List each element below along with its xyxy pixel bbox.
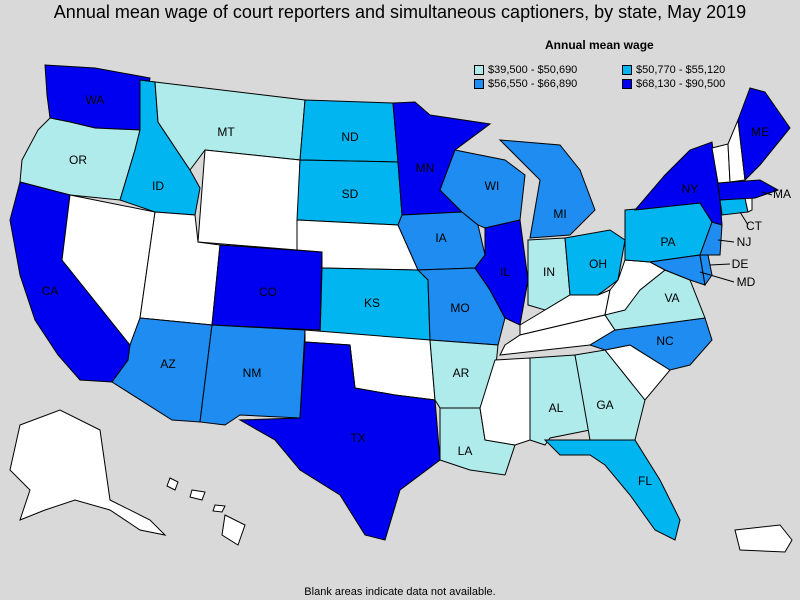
label-MI: MI xyxy=(553,207,566,221)
state-PA[interactable] xyxy=(624,202,713,263)
label-FL: FL xyxy=(638,474,652,488)
leader-line-MD xyxy=(699,271,735,283)
label-AL: AL xyxy=(549,401,564,415)
state-CT[interactable] xyxy=(719,197,749,216)
label-ME: ME xyxy=(751,125,769,139)
label-MA: MA xyxy=(773,187,791,201)
label-MO: MO xyxy=(450,301,469,315)
legend-label: $39,500 - $50,690 xyxy=(488,64,578,76)
label-GA: GA xyxy=(596,398,613,412)
state-WY[interactable] xyxy=(197,149,301,251)
legend-swatch xyxy=(622,79,632,89)
label-IA: IA xyxy=(435,231,446,245)
leader-line-MA xyxy=(761,191,773,196)
label-TX: TX xyxy=(350,431,365,445)
state-PR[interactable] xyxy=(734,524,793,553)
label-DE: DE xyxy=(732,257,749,271)
label-MT: MT xyxy=(217,125,235,139)
label-AR: AR xyxy=(453,366,470,380)
leader-line-NJ xyxy=(717,239,735,243)
state-MI[interactable] xyxy=(498,139,596,239)
label-NM: NM xyxy=(243,366,262,380)
label-AZ: AZ xyxy=(160,357,175,371)
label-NJ: NJ xyxy=(737,235,752,249)
state-MA[interactable] xyxy=(717,179,780,201)
label-CO: CO xyxy=(259,285,277,299)
label-KS: KS xyxy=(364,296,380,310)
state-FL[interactable] xyxy=(543,439,681,541)
label-PA: PA xyxy=(660,235,675,249)
state-TX[interactable] xyxy=(238,341,441,541)
legend-item: $50,770 - $55,120 xyxy=(622,64,725,76)
leader-line-DE xyxy=(709,263,731,266)
legend-label: $50,770 - $55,120 xyxy=(636,64,726,76)
legend-swatch xyxy=(622,65,632,75)
legend-item: $39,500 - $50,690 xyxy=(474,64,577,76)
label-CA: CA xyxy=(42,284,59,298)
label-WI: WI xyxy=(485,179,500,193)
legend: Annual mean wage $39,500 - $50,690 $50,7… xyxy=(470,38,800,96)
label-WA: WA xyxy=(86,93,105,107)
legend-swatch xyxy=(474,65,484,75)
label-CT: CT xyxy=(746,219,763,233)
legend-swatch xyxy=(474,79,484,89)
legend-item: $56,550 - $66,890 xyxy=(474,78,577,90)
state-AK[interactable] xyxy=(9,409,167,536)
state-GA[interactable] xyxy=(574,349,646,441)
label-VA: VA xyxy=(664,291,679,305)
footer-note: Blank areas indicate data not available. xyxy=(304,586,496,598)
state-ME[interactable] xyxy=(737,87,791,182)
label-OH: OH xyxy=(589,257,607,271)
label-SD: SD xyxy=(342,187,359,201)
label-NY: NY xyxy=(682,182,699,196)
label-IN: IN xyxy=(543,265,555,279)
label-MD: MD xyxy=(737,275,756,289)
label-ID: ID xyxy=(152,179,164,193)
label-LA: LA xyxy=(458,444,473,458)
state-MD[interactable] xyxy=(648,254,706,286)
legend-item: $68,130 - $90,500 xyxy=(622,78,725,90)
state-IL[interactable] xyxy=(474,219,529,326)
legend-label: $56,550 - $66,890 xyxy=(488,78,578,90)
page-title: Annual mean wage of court reporters and … xyxy=(53,2,747,22)
label-MN: MN xyxy=(416,161,435,175)
legend-label: $68,130 - $90,500 xyxy=(636,78,726,90)
label-OR: OR xyxy=(69,153,87,167)
label-IL: IL xyxy=(500,265,510,279)
state-HI[interactable] xyxy=(166,477,246,546)
legend-title: Annual mean wage xyxy=(545,38,654,52)
label-NC: NC xyxy=(656,334,674,348)
label-ND: ND xyxy=(341,130,359,144)
leader-line-CT xyxy=(739,211,749,226)
